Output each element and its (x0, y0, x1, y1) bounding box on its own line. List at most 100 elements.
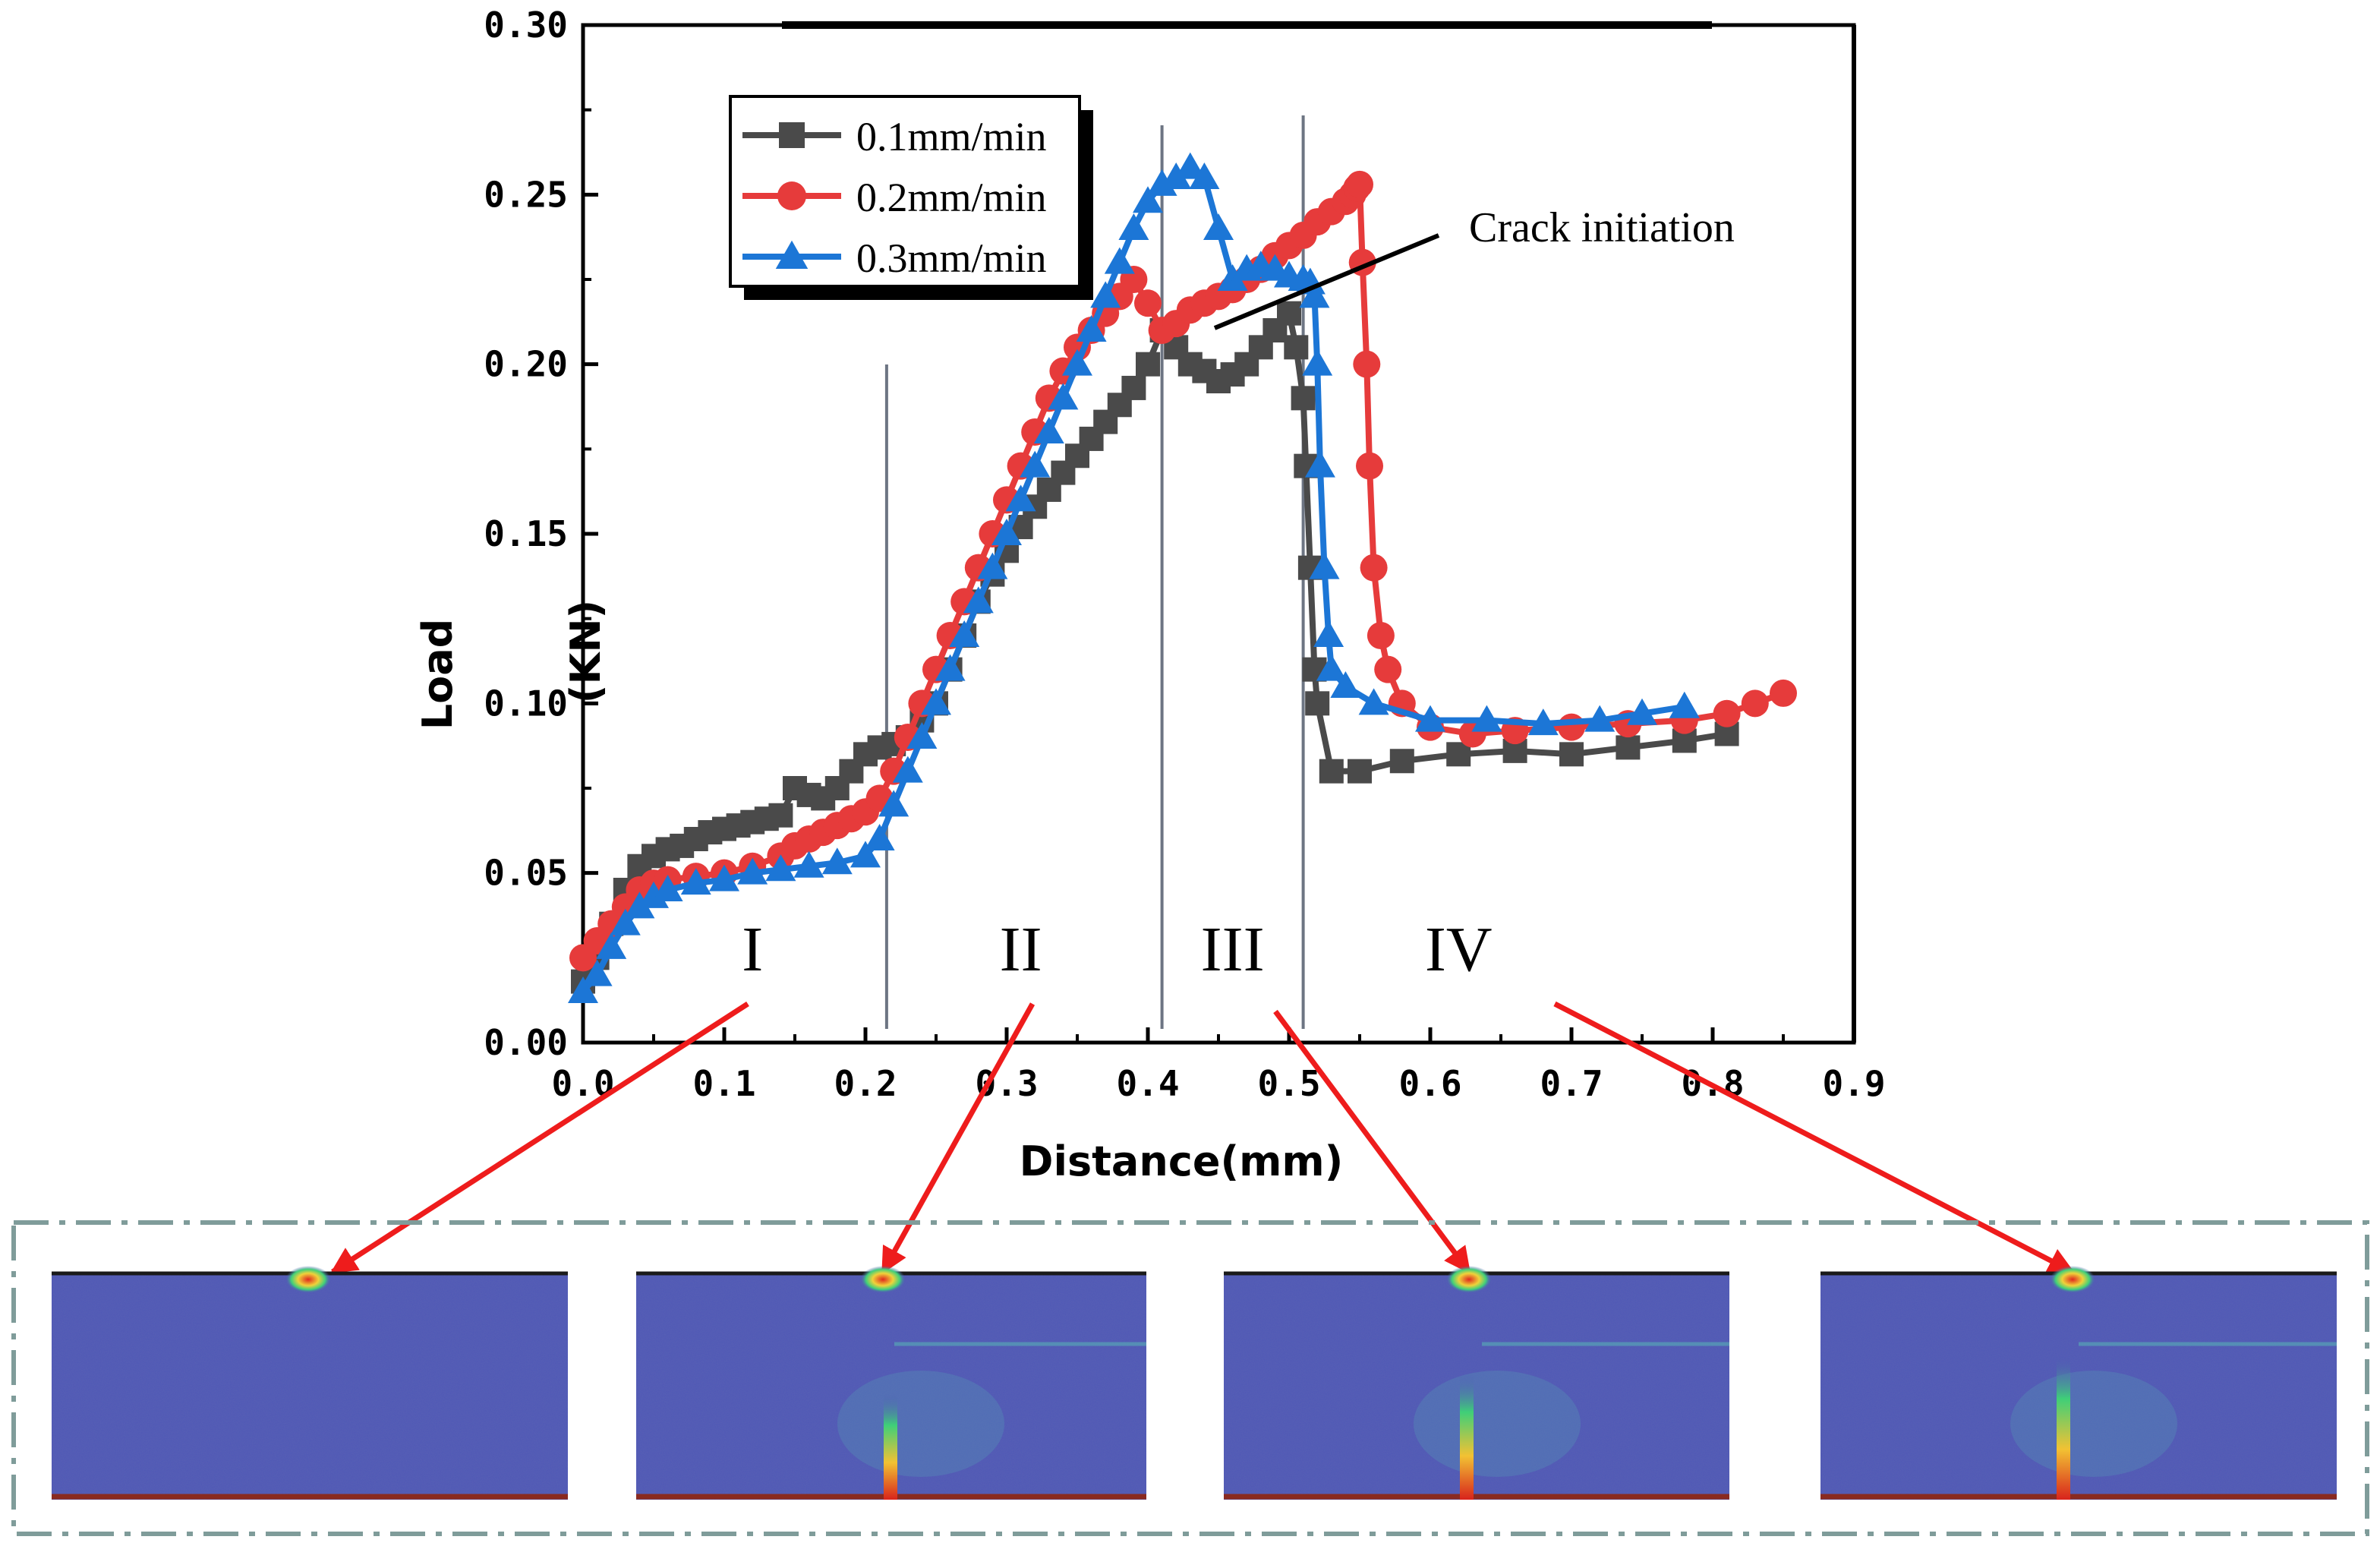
series-1-point-67 (1713, 699, 1741, 727)
series-2-point-55 (1471, 705, 1502, 732)
series-2-point-33 (1133, 186, 1163, 213)
series-1-point-55 (1353, 350, 1381, 378)
series-layer (568, 152, 1797, 1003)
series-2-point-59 (1669, 691, 1700, 718)
stage-III-strain-map-strain-cloud (1414, 1371, 1581, 1477)
series-2-point-19 (935, 654, 966, 681)
arrow-stage-IV (1553, 1001, 2076, 1275)
series-1-point-59 (1374, 655, 1402, 683)
stage-IV-strain-map-strain-cloud (2010, 1371, 2177, 1477)
stage-IV-strain-map-loading-point (2050, 1266, 2095, 1293)
stage-I-strain-map (52, 1266, 568, 1500)
series-2-point-38 (1203, 213, 1234, 240)
series-0-point-56 (1305, 691, 1330, 716)
series-0-point-59 (1389, 749, 1414, 774)
arrow-stage-III (1273, 1009, 1471, 1274)
series-0-point-57 (1319, 759, 1344, 784)
series-2-point-39 (1217, 264, 1248, 291)
series-2-point-1 (582, 959, 613, 986)
series-2-point-12 (821, 847, 853, 875)
stage-arrows (330, 1001, 2076, 1275)
series-0-point-40 (1136, 352, 1160, 377)
series-0-point-39 (1121, 375, 1146, 400)
series-2-point-21 (963, 586, 994, 614)
series-2-point-46 (1299, 281, 1330, 308)
series-2-point-48 (1304, 450, 1335, 478)
y-tick-label-6: 0.30 (484, 5, 568, 46)
legend-marker-1 (777, 181, 806, 210)
series-2-point-10 (765, 854, 796, 882)
series-2-point-58 (1627, 698, 1657, 725)
series-1-point-64 (1558, 713, 1585, 741)
region-label-II: II (1000, 914, 1042, 985)
stage-III-strain-map-texture (1224, 1272, 1729, 1500)
region-label-IV: IV (1425, 914, 1493, 985)
legend: 0.1mm/min 0.2mm/min 0.3mm/min (729, 95, 1093, 300)
arrow-stage-II (880, 1002, 1036, 1275)
stage-III-strain-map (1224, 1266, 1729, 1500)
crack-initiation-label: Crack initiation (1469, 204, 1735, 251)
series-1-point-68 (1741, 689, 1769, 718)
series-2-point-29 (1076, 315, 1107, 342)
series-0-point-50 (1277, 301, 1301, 326)
x-tick-label-6: 0.6 (1398, 1063, 1461, 1104)
x-tick-label-4: 0.4 (1116, 1063, 1179, 1104)
series-2-point-0 (568, 977, 598, 1003)
series-2-point-8 (709, 864, 739, 891)
series-1-point-58 (1367, 622, 1395, 649)
series-0-point-58 (1348, 759, 1372, 784)
series-2-point-26 (1033, 417, 1064, 443)
series-2-point-7 (680, 868, 711, 895)
series-1-point-56 (1356, 452, 1384, 480)
x-tick-label-5: 0.5 (1257, 1063, 1320, 1104)
series-1-point-69 (1770, 679, 1797, 707)
series-2-point-30 (1090, 281, 1121, 308)
series-2-point-24 (1005, 484, 1036, 512)
x-tick-label-3: 0.3 (975, 1063, 1038, 1104)
x-tick-label-2: 0.2 (834, 1063, 897, 1104)
series-2-point-6 (652, 875, 683, 901)
series-1-point-53 (1346, 170, 1373, 198)
series-2-point-17 (906, 722, 938, 749)
panels-frame (11, 1220, 2369, 1536)
series-2-point-50 (1313, 620, 1344, 647)
series-2-point-49 (1309, 552, 1340, 579)
y-axis-title-unit: (KN) (562, 600, 610, 703)
stage-II-strain-map-loading-point (860, 1266, 906, 1293)
series-2-point-31 (1104, 247, 1135, 274)
region-labels: I II III IV (742, 914, 1492, 985)
y-axis-title-main: Load (414, 619, 462, 730)
series-2-point-14 (864, 824, 895, 850)
region-label-III: III (1201, 914, 1265, 985)
stage-II-strain-map-strain-cloud (837, 1371, 1004, 1477)
legend-marker-2 (775, 240, 809, 269)
y-tick-label-1: 0.05 (484, 853, 568, 894)
x-axis-title: Distance(mm) (1020, 1137, 1344, 1185)
series-2-point-35 (1161, 162, 1192, 189)
series-2-point-25 (1020, 450, 1051, 478)
plot-area: 0.00.10.20.30.40.50.60.70.80.9 0.000.050… (484, 5, 1885, 1104)
series-2-point-52 (1330, 671, 1361, 698)
y-tick-label-5: 0.25 (484, 174, 568, 215)
legend-marker-0 (779, 122, 805, 148)
series-2-point-5 (638, 881, 669, 908)
series-0-point-62 (1559, 742, 1584, 767)
series-0-point-14 (768, 803, 793, 828)
strain-map-panels (11, 1220, 2369, 1536)
series-2-point-53 (1358, 688, 1389, 715)
stage-I-strain-map-loading-point (285, 1266, 331, 1293)
series-2-point-47 (1302, 349, 1333, 376)
series-2-point-18 (921, 688, 951, 715)
stage-IV-strain-map-crack (2057, 1355, 2070, 1500)
series-2-point-15 (878, 790, 909, 817)
series-2-point-3 (610, 908, 641, 935)
series-2-point-23 (991, 519, 1022, 545)
stage-III-strain-map-loading-point (1446, 1266, 1492, 1293)
series-2-point-32 (1118, 213, 1149, 240)
x-axis-ticks: 0.00.10.20.30.40.50.60.70.80.9 (551, 1027, 1886, 1104)
series-1-point-36 (1134, 289, 1162, 317)
crack-initiation-annotation: Crack initiation (1213, 204, 1735, 330)
x-tick-label-9: 0.9 (1822, 1063, 1885, 1104)
series-2-point-36 (1174, 152, 1206, 179)
stage-II-strain-map-crack (884, 1393, 897, 1500)
